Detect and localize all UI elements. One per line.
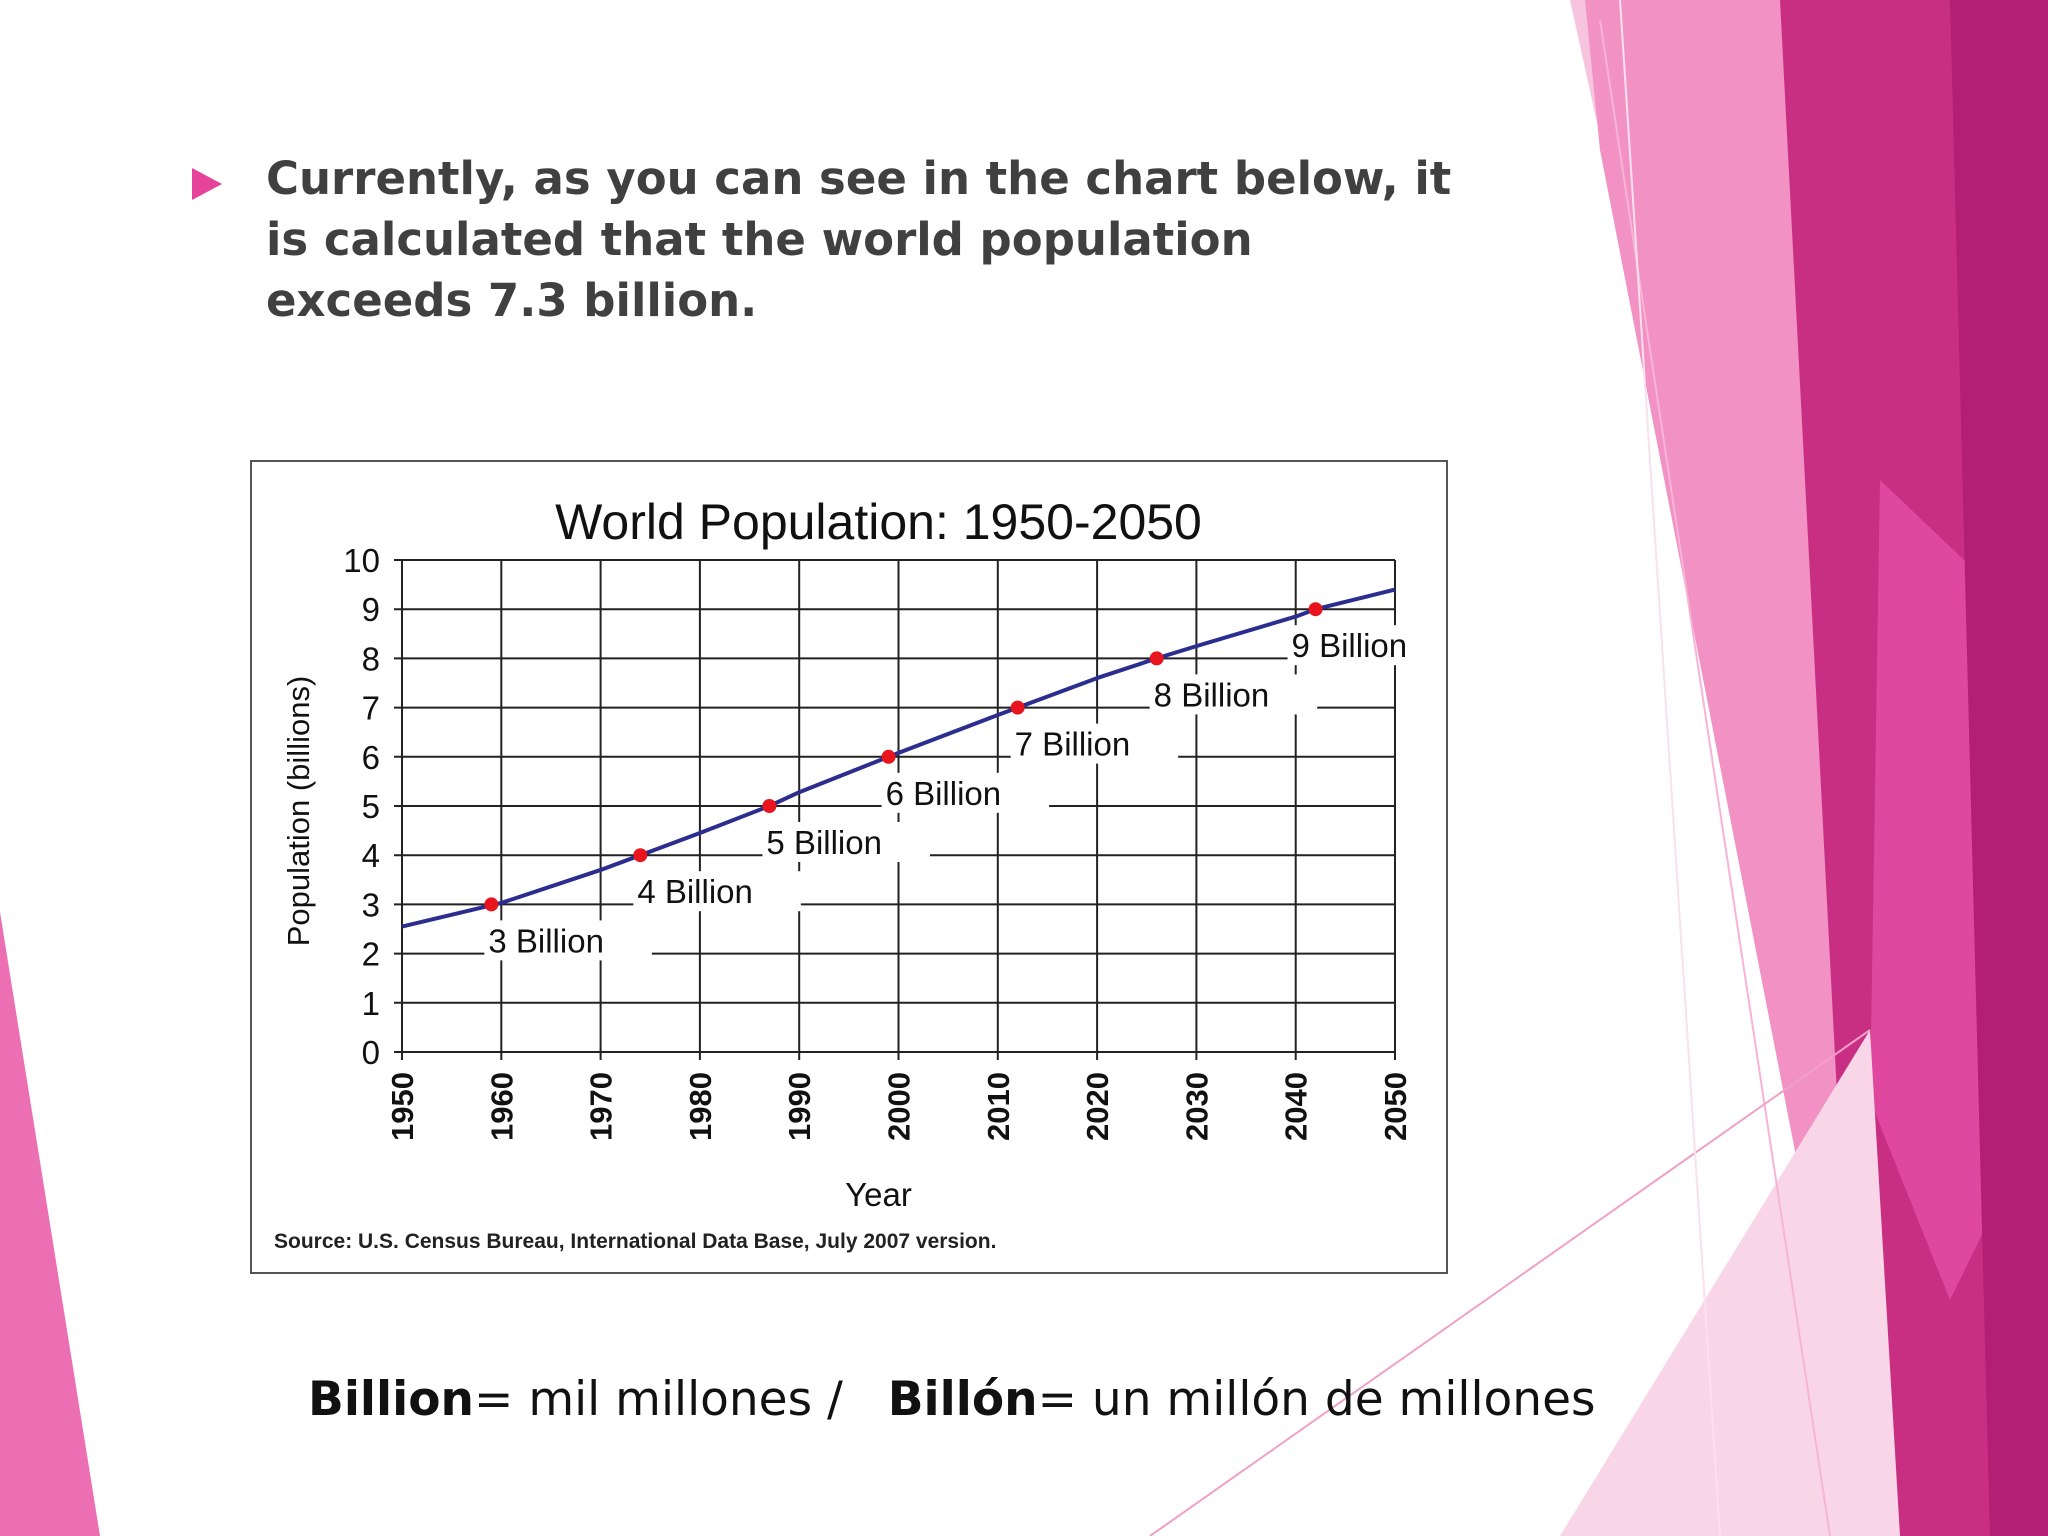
y-tick-label: 1: [362, 985, 380, 1022]
x-tick-label: 2020: [1080, 1072, 1115, 1141]
milestone-label: 5 Billion: [766, 824, 882, 861]
term-billon: Billón: [887, 1372, 1038, 1427]
milestone-label: 9 Billion: [1292, 627, 1408, 664]
milestone-label-bg: [1287, 625, 1446, 666]
milestone-label-bg: [633, 871, 801, 912]
y-tick-label: 3: [362, 886, 380, 923]
deco-shape-right-edge: [1950, 0, 2048, 1536]
x-tick-label: 1960: [484, 1072, 519, 1141]
deco-shape-left: [0, 912, 100, 1536]
milestone-label: 4 Billion: [637, 873, 753, 910]
term-billion: Billion: [308, 1372, 475, 1427]
def-billon: = un millón de millones: [1037, 1372, 1596, 1427]
milestone-label: 7 Billion: [1015, 726, 1131, 763]
milestone-point: [1149, 651, 1164, 666]
deco-line-2: [1149, 1029, 1871, 1536]
deco-line-3: [1619, 0, 1721, 1536]
chart-title: World Population: 1950-2050: [555, 494, 1202, 550]
x-axis-label: Year: [845, 1176, 912, 1213]
y-tick-label: 2: [362, 936, 380, 973]
bullet-arrow-icon: [192, 168, 222, 200]
y-tick-label: 5: [362, 788, 380, 825]
milestone-label-bg: [881, 772, 1050, 813]
y-tick-label: 10: [343, 542, 380, 579]
x-tick-label: 2050: [1378, 1072, 1413, 1141]
milestone-label-bg: [484, 920, 652, 961]
deco-shape-bottom-pale: [1560, 1030, 1900, 1536]
series-line: [401, 587, 1396, 929]
milestone-label-bg: [762, 822, 930, 862]
milestone-label-bg: [1149, 674, 1318, 715]
y-tick-label: 9: [362, 591, 380, 628]
y-tick-label: 0: [362, 1034, 380, 1071]
x-tick-label: 1950: [385, 1072, 420, 1141]
x-tick-label: 2010: [981, 1072, 1016, 1141]
milestone-point: [1010, 700, 1025, 715]
milestone-point: [484, 897, 499, 912]
y-tick-label: 6: [362, 739, 380, 776]
y-tick-label: 7: [362, 690, 380, 727]
y-axis-label: Population (billions): [281, 676, 316, 947]
x-tick-label: 2030: [1179, 1072, 1214, 1141]
milestone-point: [881, 749, 896, 764]
x-tick-label: 1990: [782, 1072, 817, 1141]
chart-panel: World Population: 1950-2050 0 1 2 3 4 5 6 7 8 9 10 1…: [250, 460, 1448, 1274]
def-billion: = mil millones /: [474, 1372, 843, 1427]
x-tick-label: 2040: [1279, 1072, 1314, 1141]
milestone-label-bg: [1010, 723, 1179, 764]
milestone-label: 6 Billion: [886, 775, 1002, 812]
milestone-label: 8 Billion: [1154, 676, 1270, 713]
y-tick-label: 4: [362, 837, 380, 874]
intro-text: Currently, as you can see in the chart b…: [266, 152, 1452, 327]
chart-source: Source: U.S. Census Bureau, Internationa…: [274, 1230, 996, 1253]
milestone-point: [1308, 602, 1323, 617]
footnote: Billion= mil millones / Billón= un milló…: [308, 1372, 1595, 1427]
x-tick-label: 1970: [584, 1072, 619, 1141]
x-tick-label: 2000: [882, 1072, 917, 1141]
milestone-point: [633, 848, 648, 863]
milestone-label: 3 Billion: [488, 922, 604, 959]
y-tick-label: 8: [362, 640, 380, 677]
x-tick-label: 1980: [683, 1072, 718, 1141]
population-chart: World Population: 1950-2050 0 1 2 3 4 5 6 7 8 9 10 1…: [274, 494, 1446, 1253]
milestone-point: [762, 799, 777, 813]
